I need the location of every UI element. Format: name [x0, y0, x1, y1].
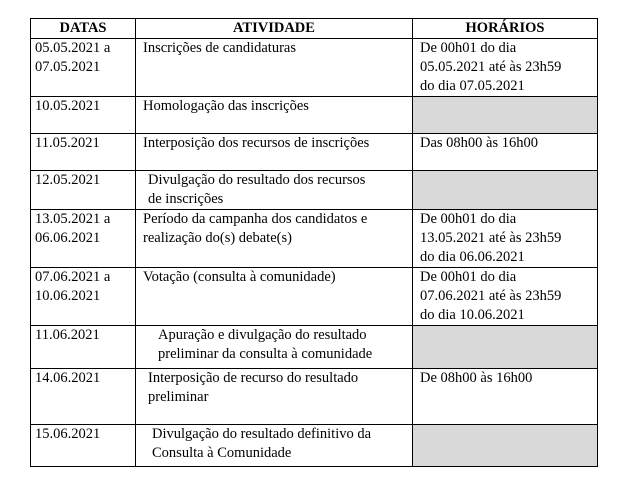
hours-cell-line: do dia 07.05.2021 — [420, 78, 525, 94]
activity-cell: Interposição dos recursos de inscrições — [135, 133, 413, 171]
activity-cell-line: Consulta à Comunidade — [152, 445, 292, 461]
activity-cell-line: Interposição dos recursos de inscrições — [143, 135, 370, 151]
date-cell-line: 14.06.2021 — [35, 370, 101, 386]
activity-cell-line: realização do(s) debate(s) — [143, 230, 292, 246]
date-cell-line: 05.05.2021 a — [35, 40, 111, 56]
date-cell-line: 10.05.2021 — [35, 98, 101, 114]
header-activity: ATIVIDADE — [135, 18, 413, 39]
hours-cell — [412, 96, 598, 134]
hours-cell-line: do dia 06.06.2021 — [420, 249, 525, 265]
activity-cell: Inscrições de candidaturas — [135, 38, 413, 97]
hours-cell: De 00h01 do dia 07.06.2021 até às 23h59 do… — [412, 267, 598, 326]
hours-cell-line: De 00h01 do dia — [420, 211, 517, 227]
table-row: 07.06.2021 a 10.06.2021 Votação (consulta … — [30, 267, 598, 326]
hours-cell-line: De 00h01 do dia — [420, 269, 517, 285]
hours-cell — [412, 170, 598, 210]
date-cell-line: 15.06.2021 — [35, 426, 101, 442]
activity-cell-line: Homologação das inscrições — [143, 98, 309, 114]
date-cell-line: 07.06.2021 a — [35, 269, 111, 285]
activity-cell-line: preliminar da consulta à comunidade — [158, 346, 373, 362]
activity-cell-line: Interposição de recurso do resultado — [148, 370, 359, 386]
activity-cell: Divulgação do resultado dos recursos de i… — [135, 170, 413, 210]
date-cell: 05.05.2021 a 07.05.2021 — [30, 38, 136, 97]
table-row: 12.05.2021 Divulgação do resultado dos re… — [30, 170, 598, 210]
hours-cell: De 00h01 do dia 05.05.2021 até às 23h59 do… — [412, 38, 598, 97]
activity-cell-line: Divulgação do resultado definitivo da — [152, 426, 372, 442]
date-cell: 12.05.2021 — [30, 170, 136, 210]
hours-cell-line: De 00h01 do dia — [420, 40, 517, 56]
date-cell-line: 13.05.2021 a — [35, 211, 111, 227]
table-row: 11.06.2021 Apuração e divulgação do resul… — [30, 325, 598, 369]
hours-cell-line: De 08h00 às 16h00 — [420, 370, 533, 386]
activity-cell: Período da campanha dos candidatos e real… — [135, 209, 413, 268]
table-row: 10.05.2021 Homologação das inscrições — [30, 96, 598, 134]
table-row: 13.05.2021 a 06.06.2021 Período da campanh… — [30, 209, 598, 268]
activity-cell: Apuração e divulgação do resultado prelim… — [135, 325, 413, 369]
header-hours: HORÁRIOS — [412, 18, 598, 39]
hours-cell: Das 08h00 às 16h00 — [412, 133, 598, 171]
date-cell: 15.06.2021 — [30, 424, 136, 467]
date-cell-line: 10.06.2021 — [35, 288, 101, 304]
hours-cell-line: do dia 10.06.2021 — [420, 307, 525, 323]
table-row: 14.06.2021 Interposição de recurso do res… — [30, 368, 598, 425]
activity-cell-line: preliminar — [148, 389, 209, 405]
hours-cell-line: Das 08h00 às 16h00 — [420, 135, 539, 151]
date-cell-line: 07.05.2021 — [35, 59, 101, 75]
hours-cell: De 00h01 do dia 13.05.2021 até às 23h59 do… — [412, 209, 598, 268]
activity-cell: Divulgação do resultado definitivo da Con… — [135, 424, 413, 467]
activity-cell-line: Divulgação do resultado dos recursos — [148, 172, 366, 188]
activity-cell-line: de inscrições — [148, 191, 224, 207]
activity-cell: Votação (consulta à comunidade) — [135, 267, 413, 326]
date-cell-line: 12.05.2021 — [35, 172, 101, 188]
table-row: 11.05.2021 Interposição dos recursos de i… — [30, 133, 598, 171]
hours-cell — [412, 325, 598, 369]
hours-cell — [412, 424, 598, 467]
date-cell-line: 06.06.2021 — [35, 230, 101, 246]
header-row: DATAS ATIVIDADE HORÁRIOS — [30, 18, 598, 39]
table-row: 15.06.2021 Divulgação do resultado defini… — [30, 424, 598, 467]
hours-cell-line: 13.05.2021 até às 23h59 — [420, 230, 562, 246]
activity-cell-line: Apuração e divulgação do resultado — [158, 327, 367, 343]
activity-cell: Interposição de recurso do resultado prel… — [135, 368, 413, 425]
schedule-table: DATAS ATIVIDADE HORÁRIOS 05.05.2021 a 07.… — [30, 18, 598, 467]
activity-cell: Homologação das inscrições — [135, 96, 413, 134]
activity-cell-line: Período da campanha dos candidatos e — [143, 211, 368, 227]
activity-cell-line: Votação (consulta à comunidade) — [143, 269, 336, 285]
table-row: 05.05.2021 a 07.05.2021 Inscrições de cand… — [30, 38, 598, 97]
date-cell-line: 11.05.2021 — [35, 135, 100, 151]
hours-cell-line: 07.06.2021 até às 23h59 — [420, 288, 562, 304]
date-cell: 13.05.2021 a 06.06.2021 — [30, 209, 136, 268]
hours-cell: De 08h00 às 16h00 — [412, 368, 598, 425]
activity-cell-line: Inscrições de candidaturas — [143, 40, 296, 56]
date-cell: 07.06.2021 a 10.06.2021 — [30, 267, 136, 326]
header-dates: DATAS — [30, 18, 136, 39]
date-cell: 10.05.2021 — [30, 96, 136, 134]
date-cell-line: 11.06.2021 — [35, 327, 100, 343]
hours-cell-line: 05.05.2021 até às 23h59 — [420, 59, 562, 75]
date-cell: 11.05.2021 — [30, 133, 136, 171]
date-cell: 11.06.2021 — [30, 325, 136, 369]
date-cell: 14.06.2021 — [30, 368, 136, 425]
